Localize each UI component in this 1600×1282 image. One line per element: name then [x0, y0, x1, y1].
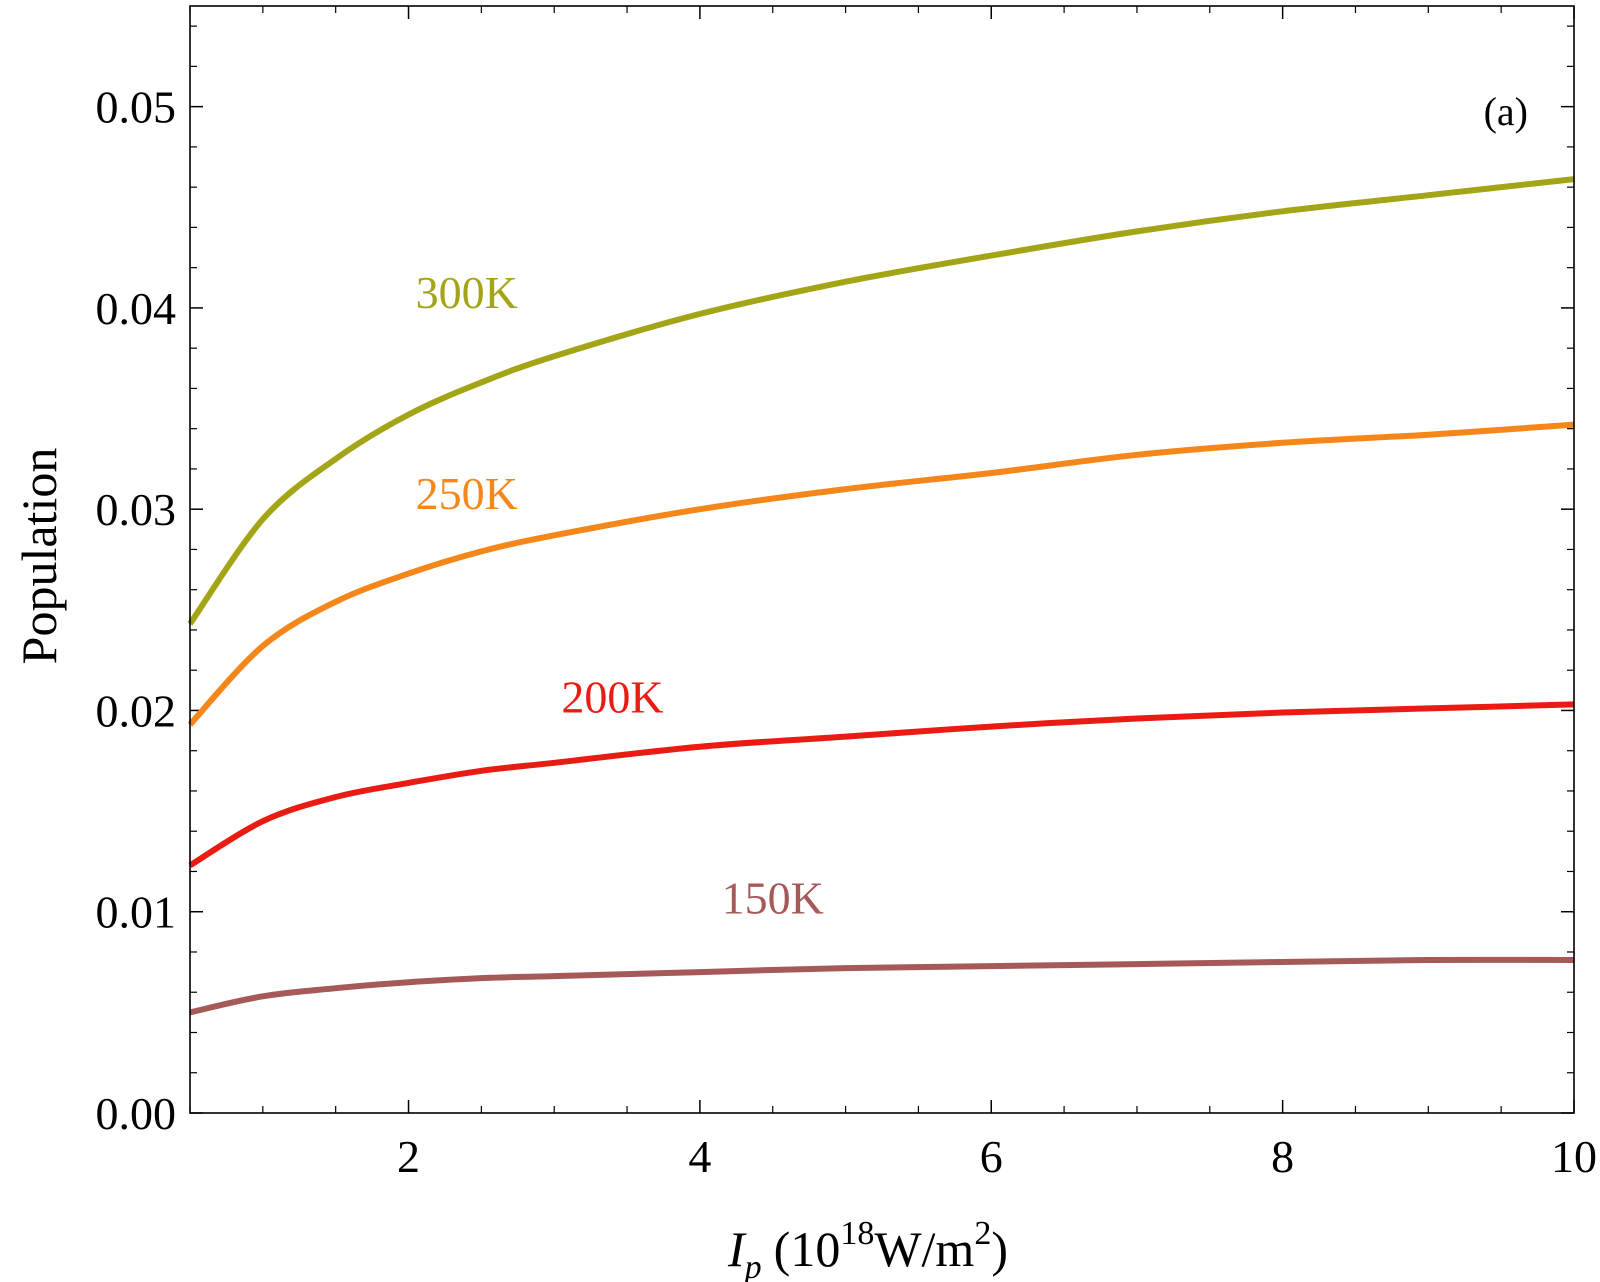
- y-axis-label: Population: [11, 448, 67, 665]
- series-label-300k: 300K: [416, 267, 518, 318]
- y-tick-label: 0.04: [96, 283, 177, 334]
- x-axis-label: Ip (1018W/m2): [727, 1215, 1008, 1282]
- series-label-150k: 150K: [722, 873, 824, 924]
- x-axis-suffix: ): [991, 1221, 1008, 1277]
- x-axis-unit-exponent: 2: [974, 1215, 991, 1252]
- x-tick-labels: 2 4 6 8 10: [397, 1131, 1597, 1182]
- y-tick-label: 0.01: [96, 887, 177, 938]
- y-tick-label: 0.03: [96, 484, 177, 535]
- major-ticks: [190, 6, 1575, 1114]
- panel-label: (a): [1484, 89, 1528, 134]
- series-labels: 300K 250K 200K 150K: [416, 267, 824, 924]
- plot-frame: [189, 5, 1575, 1114]
- series-label-250k: 250K: [416, 468, 518, 519]
- y-tick-label: 0.00: [96, 1088, 177, 1139]
- x-tick-label: 6: [980, 1131, 1003, 1182]
- x-axis-subscript: p: [743, 1249, 762, 1282]
- x-axis-symbol: I: [727, 1221, 747, 1277]
- y-tick-labels: 0.00 0.01 0.02 0.03 0.04 0.05: [96, 82, 177, 1139]
- minor-ticks: [189, 6, 1574, 1113]
- series-layer: [187, 176, 1575, 1016]
- x-axis-unit: W/m: [874, 1221, 974, 1277]
- x-tick-label: 10: [1551, 1131, 1597, 1182]
- x-axis-prefix: (10: [774, 1221, 841, 1277]
- series-line-200k: [188, 701, 1575, 868]
- x-tick-label: 4: [688, 1131, 711, 1182]
- y-tick-label: 0.05: [96, 82, 177, 133]
- series-line-250k: [187, 421, 1575, 727]
- series-line-300k: [187, 176, 1575, 626]
- series-line-150k: [189, 956, 1575, 1016]
- x-axis-exponent: 18: [840, 1215, 874, 1252]
- series-label-200k: 200K: [561, 671, 663, 722]
- y-tick-label: 0.02: [96, 685, 177, 736]
- x-tick-label: 2: [397, 1131, 420, 1182]
- x-tick-label: 8: [1271, 1131, 1294, 1182]
